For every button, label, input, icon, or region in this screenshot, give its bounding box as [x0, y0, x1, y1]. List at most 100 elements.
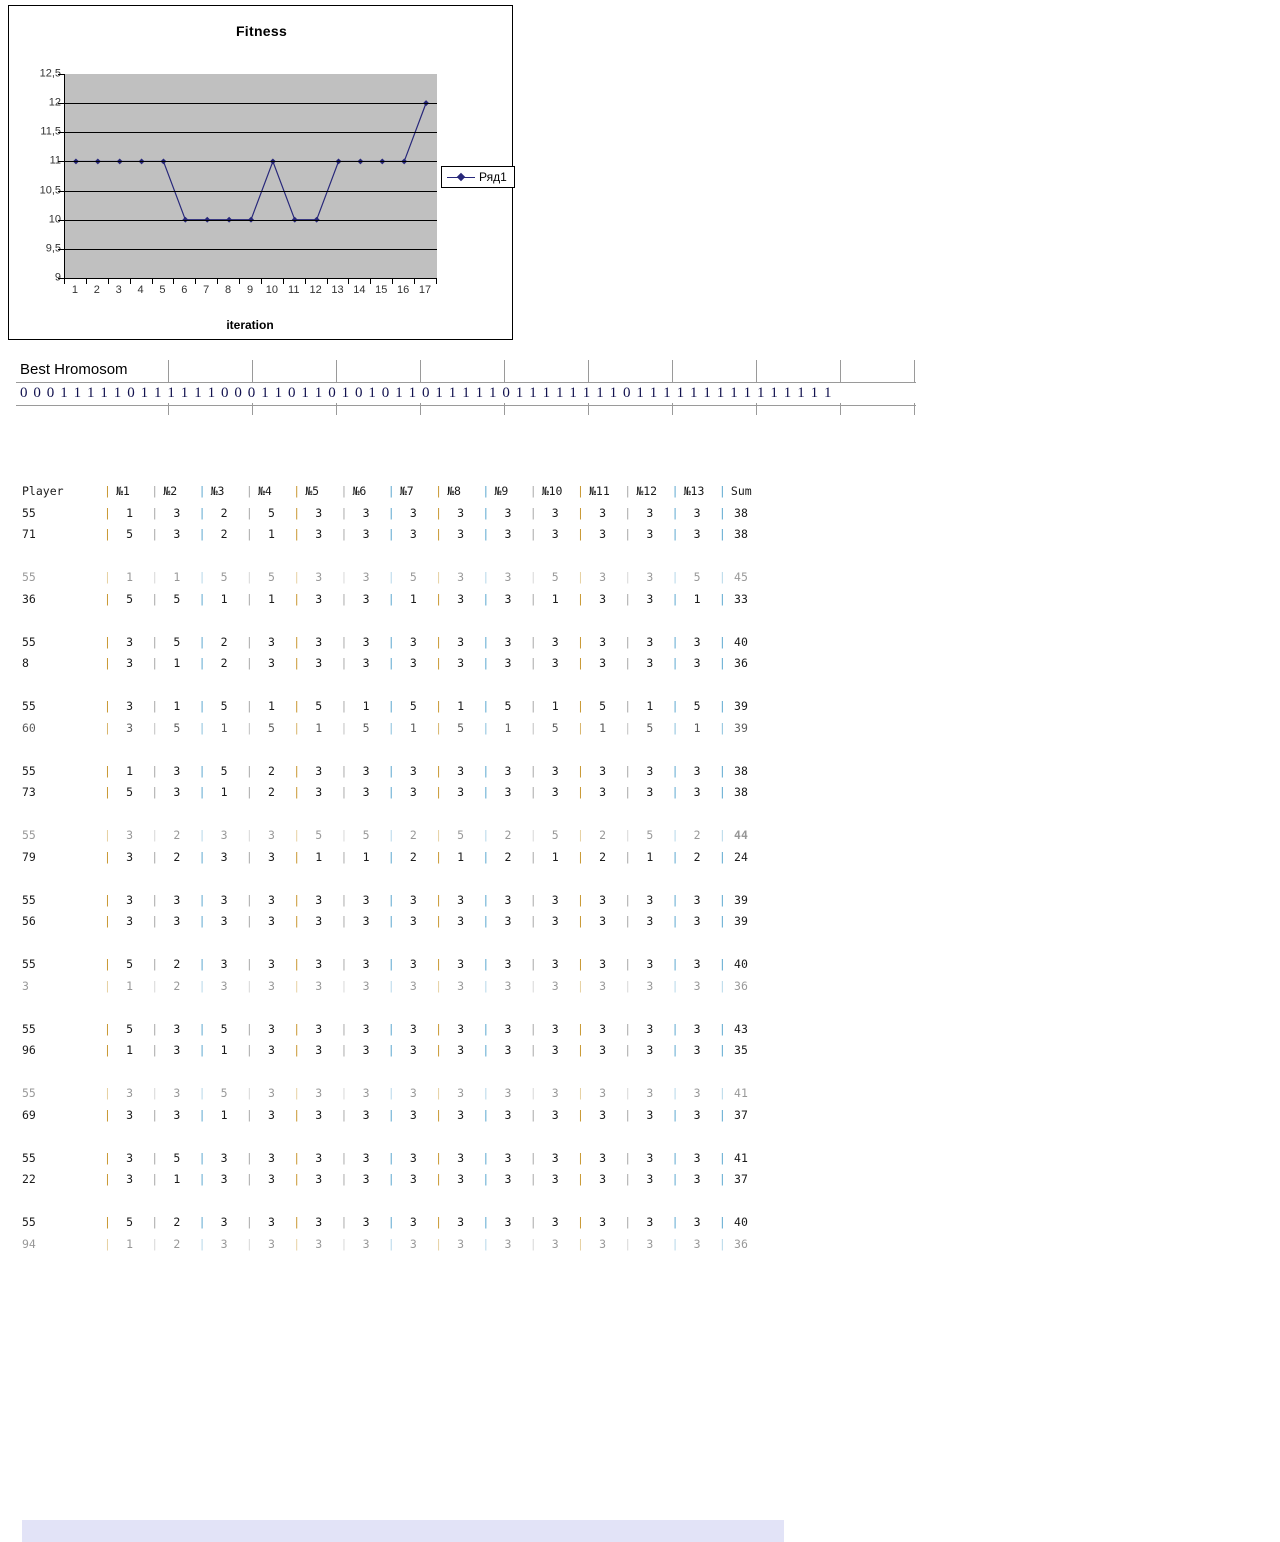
table-row [22, 1191, 36, 1213]
score-cell: 1 [409, 720, 417, 735]
column-divider: | [340, 505, 348, 520]
score-cell: 3 [693, 1172, 701, 1186]
column-divider: | [624, 785, 632, 799]
column-divider: | [718, 1215, 726, 1229]
table-row [22, 804, 36, 826]
score-cell: 3 [599, 570, 606, 584]
column-divider: | [529, 957, 537, 971]
score-cell: 3 [315, 591, 323, 606]
score-cell: 3 [457, 1043, 465, 1057]
score-cell: 5 [646, 720, 654, 735]
score-cell: 1 [173, 570, 181, 584]
score-cell: 3 [551, 892, 559, 907]
hromosom-bit: 1 [87, 385, 95, 401]
column-divider: | [577, 849, 584, 864]
score-cell: 3 [220, 1236, 228, 1251]
column-divider: | [340, 484, 348, 498]
score-cell: 3 [409, 505, 417, 520]
column-divider: | [293, 849, 301, 864]
column-divider: | [151, 785, 159, 799]
column-divider: | [577, 1107, 584, 1122]
score-cell: 2 [409, 849, 417, 864]
column-divider: | [104, 1172, 111, 1186]
score-cell: 3 [315, 505, 323, 520]
column-divider: | [340, 892, 348, 907]
column-divider: | [245, 699, 253, 713]
x-axis-tick-label: 11 [288, 284, 300, 296]
column-header: №6 [352, 484, 367, 498]
x-axis-tick-mark [304, 279, 306, 284]
score-cell: 2 [599, 828, 606, 842]
column-divider: | [293, 1021, 301, 1036]
score-cell: 1 [646, 699, 654, 713]
column-divider: | [387, 785, 395, 799]
score-cell: 3 [599, 1236, 606, 1251]
column-divider: | [435, 1172, 443, 1186]
column-header: №5 [305, 484, 320, 498]
column-divider: | [718, 828, 726, 842]
x-axis-title: iteration [226, 318, 274, 332]
column-divider: | [245, 1150, 253, 1165]
column-divider: | [435, 591, 443, 606]
player-id-cell: 55 [22, 699, 36, 713]
column-divider: | [293, 720, 301, 735]
column-divider: | [151, 1236, 159, 1251]
hromosom-bit: 0 [502, 385, 510, 401]
hromosom-bit: 1 [435, 385, 443, 401]
table-row [22, 868, 36, 890]
column-divider: | [718, 957, 726, 971]
score-cell: 3 [267, 1021, 275, 1036]
column-divider: | [482, 957, 490, 971]
score-cell: 3 [504, 763, 512, 778]
column-divider: | [435, 1236, 443, 1251]
hromosom-bit: 1 [448, 385, 457, 401]
column-divider: | [340, 591, 348, 606]
column-divider: | [624, 1215, 632, 1229]
score-cell: 1 [457, 849, 465, 864]
column-divider: | [293, 828, 301, 842]
score-cell: 3 [551, 527, 559, 541]
column-separator [588, 360, 589, 382]
score-cell: 3 [126, 914, 133, 928]
score-cell: 3 [409, 785, 417, 799]
column-separator [672, 360, 673, 382]
score-cell: 5 [173, 591, 181, 606]
score-cell: 3 [457, 914, 465, 928]
x-axis-tick-label: 4 [137, 284, 144, 296]
x-axis-tick-label: 15 [375, 284, 388, 296]
table-row: 73 | | | | | | | | | | | | | | 5 3 1 2 3 3 3 3 3 3 3 3 3 38 [22, 782, 748, 804]
column-divider: | [435, 763, 443, 778]
column-divider: | [387, 1172, 395, 1186]
column-divider: | [151, 1215, 159, 1229]
score-cell: 3 [646, 570, 654, 584]
hromosom-bit: 1 [475, 385, 484, 401]
column-divider: | [104, 849, 111, 864]
score-cell: 3 [315, 763, 323, 778]
column-divider: | [198, 1107, 206, 1122]
score-cell: 3 [315, 914, 323, 928]
score-cell: 3 [126, 1107, 133, 1122]
column-divider: | [151, 1150, 159, 1165]
table-row: 55 | | | | | | | | | | | | | | 3 3 5 3 3 3 3 3 3 3 3 3 3 41 [22, 1083, 748, 1105]
column-divider: | [198, 1215, 206, 1229]
column-divider: | [671, 1172, 679, 1186]
column-divider: | [482, 1107, 490, 1122]
y-axis-tick-mark [58, 190, 64, 192]
column-divider: | [577, 892, 584, 907]
hromosom-bit: 1 [569, 385, 577, 401]
column-divider: | [671, 634, 679, 649]
score-cell: 3 [315, 1215, 323, 1229]
x-axis-tick-label: 14 [353, 284, 366, 296]
chart-gridline [65, 103, 437, 105]
score-cell: 3 [126, 699, 133, 713]
score-cell: 3 [315, 634, 323, 649]
y-axis-tick-mark [58, 132, 64, 134]
column-divider: | [293, 699, 301, 713]
column-divider: | [718, 914, 726, 928]
x-axis-tick-mark [107, 279, 109, 284]
hromosom-bit: 1 [770, 385, 778, 401]
column-divider: | [104, 1215, 111, 1229]
player-id-cell: 56 [22, 914, 36, 928]
score-cell: 3 [551, 505, 559, 520]
column-divider: | [198, 699, 206, 713]
